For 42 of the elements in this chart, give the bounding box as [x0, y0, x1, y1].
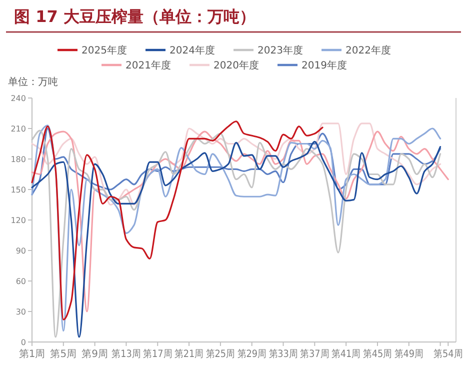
x-tick-label: 第33周 — [268, 348, 302, 360]
legend-label: 2021年度 — [126, 60, 171, 72]
x-tick-label: 第5周 — [50, 348, 77, 360]
line-series — [31, 122, 442, 206]
y-tick-label: 60 — [16, 277, 26, 286]
x-tick-label: 第54周 — [434, 348, 466, 360]
legend-label: 2019年度 — [302, 60, 347, 72]
legend-item: 2023年度 — [234, 46, 303, 56]
y-tick-label: 120 — [10, 216, 26, 225]
legend-label: 2023年度 — [258, 44, 303, 56]
legend-label: 2020年度 — [214, 60, 259, 72]
line-series — [31, 120, 324, 320]
y-tick-label: 240 — [10, 94, 26, 103]
chart-title: 图 17 大豆压榨量（单位：万吨） — [14, 7, 256, 26]
legend-item: 2019年度 — [278, 60, 347, 72]
y-axis-title: 单位：万吨 — [8, 76, 58, 88]
y-tick-label: 150 — [10, 186, 26, 194]
line-series — [31, 128, 442, 196]
x-tick-label: 第17周 — [143, 348, 176, 360]
y-tick-label: 30 — [16, 308, 26, 316]
y-tick-label: 0 — [20, 338, 26, 347]
x-tick-label: 第13周 — [112, 348, 144, 360]
x-tick-label: 第49周 — [394, 348, 428, 360]
y-tick-label: 210 — [10, 124, 26, 134]
x-tick-label: 第45周 — [362, 348, 396, 360]
x-tick-label: 第37周 — [300, 348, 333, 360]
y-tick-label: 180 — [10, 155, 26, 164]
legend-item: 2025年度 — [58, 46, 127, 56]
x-tick-label: 第29周 — [237, 348, 270, 360]
legend-label: 2022年度 — [346, 44, 391, 56]
x-tick-label: 第25周 — [206, 348, 239, 360]
legend-item: 2022年度 — [322, 46, 391, 56]
x-tick-label: 第1周 — [18, 348, 46, 360]
legend-item: 2024年度 — [146, 46, 215, 56]
x-tick-label: 第41周 — [332, 348, 364, 360]
legend-label: 2024年度 — [170, 44, 215, 56]
legend-label: 2025年度 — [82, 44, 127, 56]
legend-item: 2021年度 — [102, 60, 171, 72]
y-tick-label: 90 — [16, 246, 26, 256]
x-tick-label: 第21周 — [174, 348, 208, 360]
legend-item: 2020年度 — [190, 60, 259, 72]
x-tick-label: 第9周 — [82, 348, 108, 360]
